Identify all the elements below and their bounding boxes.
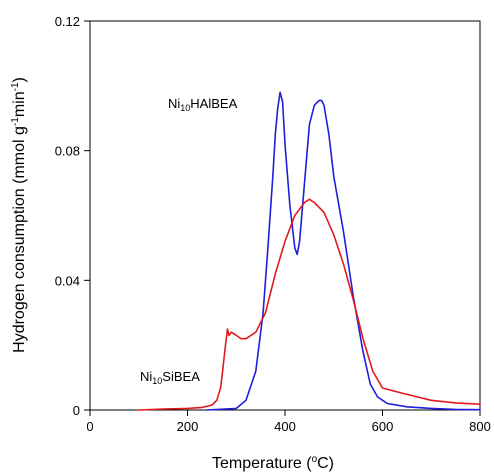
series-label-halbea-end: HAlBEA <box>190 96 237 111</box>
x-axis-title: Temperature (oC) <box>212 454 334 472</box>
y-axis-title-sup2: -1 <box>10 82 21 91</box>
x-tick-label: 200 <box>177 419 199 434</box>
y-axis-title: Hydrogen consumption (mmol g-1min-1) <box>10 77 28 353</box>
x-axis-ticks: 0 200 400 600 800 <box>86 410 491 434</box>
x-axis-title-sup: o <box>312 454 318 465</box>
series-lines <box>138 91 481 411</box>
y-tick-label: 0.12 <box>55 14 80 29</box>
series-label-halbea: Ni10HAlBEA <box>168 96 238 113</box>
series-label-sibea-sub: 10 <box>152 376 162 386</box>
y-tick-label: 0 <box>73 403 80 418</box>
x-axis-title-main: Temperature ( <box>212 455 312 472</box>
x-tick-label: 0 <box>86 419 93 434</box>
x-tick-label: 400 <box>274 419 296 434</box>
y-axis-ticks: 0 0.04 0.08 0.12 <box>55 14 90 418</box>
x-axis-title-end: C) <box>317 455 334 472</box>
plot-area: 0 200 400 600 800 0 0.04 0.08 0.12 <box>55 14 491 434</box>
series-label-halbea-sub: 10 <box>180 103 190 113</box>
series-label-halbea-main: Ni <box>168 96 180 111</box>
y-axis-title-mid: min <box>11 91 28 117</box>
series-label-sibea-main: Ni <box>140 369 152 384</box>
x-tick-label: 600 <box>372 419 394 434</box>
series-label-sibea: Ni10SiBEA <box>140 369 200 386</box>
y-axis-title-end: ) <box>11 77 28 82</box>
plot-frame <box>89 20 481 411</box>
y-axis-title-sup1: -1 <box>10 117 21 126</box>
x-tick-label: 800 <box>469 419 491 434</box>
series-line-halbea <box>206 91 481 411</box>
series-line-sibea <box>138 198 481 411</box>
series-label-sibea-end: SiBEA <box>162 369 200 384</box>
y-tick-label: 0.08 <box>55 144 80 159</box>
y-tick-label: 0.04 <box>55 273 80 288</box>
y-axis-title-main: Hydrogen consumption (mmol g <box>11 126 28 353</box>
